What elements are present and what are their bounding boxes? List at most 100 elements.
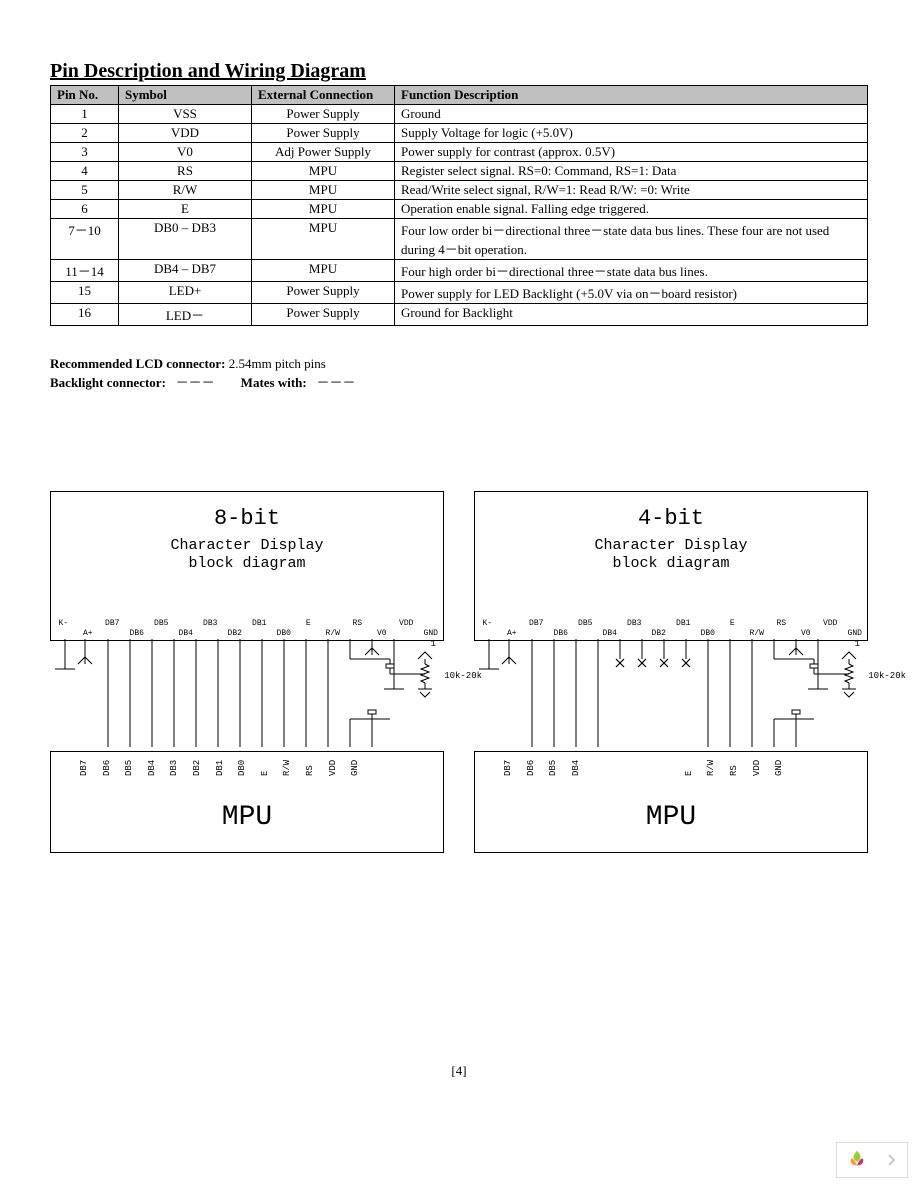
table-row: 6EMPUOperation enable signal. Falling ed… <box>51 200 868 219</box>
pin-label: RS <box>345 619 370 628</box>
pin-label <box>696 619 721 628</box>
mpu-box-8bit: DB7DB6DB5DB4DB3DB2DB1DB0ER/WRSVDDGND MPU <box>50 751 444 853</box>
mpu-box-4bit: DB7DB6DB5DB4ER/WRSVDDGND MPU <box>474 751 868 853</box>
pin-label <box>475 629 500 638</box>
mpu-pin-label: R/W <box>706 754 729 776</box>
pin-label <box>223 619 248 628</box>
cell-symbol: RS <box>119 162 252 181</box>
table-row: 1VSSPower SupplyGround <box>51 105 868 124</box>
cell-symbol: VSS <box>119 105 252 124</box>
pin-label: DB6 <box>125 629 150 638</box>
mpu-pin-label: DB4 <box>147 754 170 776</box>
cell-pinno: 3 <box>51 143 119 162</box>
cell-symbol: DB0 – DB3 <box>119 219 252 260</box>
pin-label: RS <box>769 619 794 628</box>
pin-label <box>671 629 696 638</box>
watermark-icon <box>836 1142 908 1178</box>
pin-label <box>174 619 199 628</box>
lcd-title-8bit: 8-bit <box>51 492 443 531</box>
pin-label: DB0 <box>696 629 721 638</box>
mpu-pin-label <box>593 754 616 776</box>
pin-label <box>843 619 868 628</box>
mpu-pin-label: RS <box>729 754 752 776</box>
pin-label: DB2 <box>647 629 672 638</box>
mates-with-label: Mates with: <box>241 375 307 390</box>
cell-pinno: 4 <box>51 162 119 181</box>
cell-func: Read/Write select signal, R/W=1: Read R/… <box>395 181 868 200</box>
cell-pinno: 6 <box>51 200 119 219</box>
mpu-pin-label <box>661 754 684 776</box>
mpu-pin-label: DB6 <box>102 754 125 776</box>
cell-symbol: E <box>119 200 252 219</box>
cell-func: Power supply for contrast (approx. 0.5V) <box>395 143 868 162</box>
diagram-4bit: 4-bit Character Displayblock diagram K-D… <box>474 491 868 853</box>
mpu-pin-label: GND <box>350 754 373 776</box>
pin-label <box>500 619 525 628</box>
mpu-pin-label: DB5 <box>124 754 147 776</box>
pin-label: DB1 <box>671 619 696 628</box>
pin-label: DB0 <box>272 629 297 638</box>
page-number: [4] <box>50 1063 868 1079</box>
pin-label <box>794 619 819 628</box>
mpu-pin-label: DB7 <box>503 754 526 776</box>
pin-label: DB6 <box>549 629 574 638</box>
cell-func: Four high order bi－directional three－sta… <box>395 260 868 282</box>
page-title: Pin Description and Wiring Diagram <box>50 60 868 83</box>
pin-label <box>296 629 321 638</box>
cell-func: Ground <box>395 105 868 124</box>
pin-label <box>524 629 549 638</box>
pin-label <box>573 629 598 638</box>
cell-ext: MPU <box>252 200 395 219</box>
mpu-pin-label: VDD <box>328 754 351 776</box>
cell-func: Supply Voltage for logic (+5.0V) <box>395 124 868 143</box>
mpu-pin-label <box>616 754 639 776</box>
th-pinno: Pin No. <box>51 86 119 105</box>
th-ext: External Connection <box>252 86 395 105</box>
cell-ext: MPU <box>252 181 395 200</box>
pin-label: VDD <box>394 619 419 628</box>
mpu-pin-label: E <box>260 754 283 776</box>
cell-ext: Power Supply <box>252 304 395 326</box>
mpu-pin-label: DB2 <box>192 754 215 776</box>
chevron-right-icon <box>886 1154 898 1166</box>
pin-label: DB3 <box>622 619 647 628</box>
leaf-icon <box>846 1149 868 1171</box>
lcd-sub-8bit: Character Displayblock diagram <box>51 537 443 573</box>
cell-func: Ground for Backlight <box>395 304 868 326</box>
cell-ext: MPU <box>252 162 395 181</box>
mpu-pin-label: DB4 <box>571 754 594 776</box>
backlight-connector-value: －－－ <box>176 375 215 390</box>
cell-pinno: 1 <box>51 105 119 124</box>
pin-label: A+ <box>500 629 525 638</box>
mpu-pin-label: DB0 <box>237 754 260 776</box>
pin-label: DB3 <box>198 619 223 628</box>
cell-func: Four low order bi－directional three－stat… <box>395 219 868 260</box>
table-row: 3V0Adj Power SupplyPower supply for cont… <box>51 143 868 162</box>
pin-label <box>394 629 419 638</box>
pin-label <box>370 619 395 628</box>
cell-pinno: 7－10 <box>51 219 119 260</box>
pin-label: K- <box>475 619 500 628</box>
pin-label <box>321 619 346 628</box>
mpu-pin-label: DB3 <box>169 754 192 776</box>
cell-pinno: 16 <box>51 304 119 326</box>
mpu-pin-label <box>639 754 662 776</box>
mpu-pin-label: E <box>684 754 707 776</box>
table-row: 11－14DB4 – DB7MPUFour high order bi－dire… <box>51 260 868 282</box>
mpu-pin-label: GND <box>774 754 797 776</box>
pin-label: DB5 <box>149 619 174 628</box>
cell-ext: MPU <box>252 260 395 282</box>
pin-label: DB2 <box>223 629 248 638</box>
th-symbol: Symbol <box>119 86 252 105</box>
cell-pinno: 11－14 <box>51 260 119 282</box>
pin-label <box>125 619 150 628</box>
pin-label <box>272 619 297 628</box>
pin-label: GND <box>419 629 444 638</box>
pin-label: R/W <box>745 629 770 638</box>
pin-label <box>51 629 76 638</box>
pin-label: K- <box>51 619 76 628</box>
pin-label <box>647 619 672 628</box>
pin-label: E <box>296 619 321 628</box>
table-row: 4RSMPURegister select signal. RS=0: Comm… <box>51 162 868 181</box>
pin-label: DB7 <box>100 619 125 628</box>
